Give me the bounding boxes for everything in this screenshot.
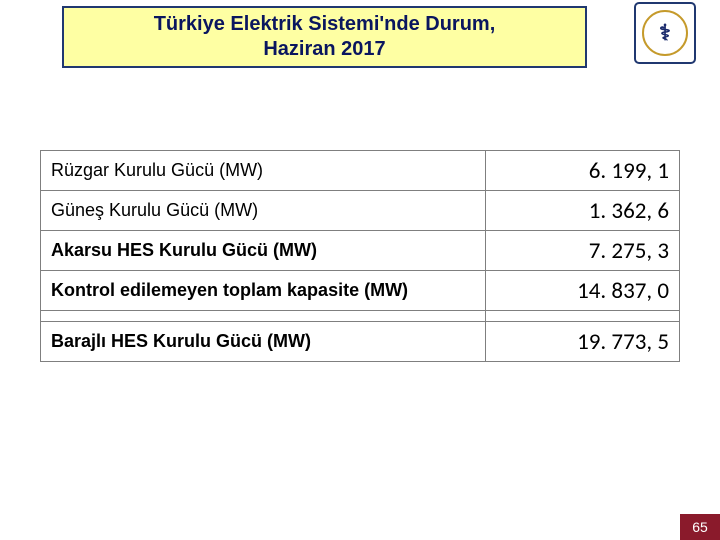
table-row: Barajlı HES Kurulu Gücü (MW) 19. 773, 5 bbox=[40, 321, 680, 362]
title-band: Türkiye Elektrik Sistemi'nde Durum, Hazi… bbox=[62, 6, 587, 68]
row-label: Barajlı HES Kurulu Gücü (MW) bbox=[41, 322, 486, 361]
row-value: 7. 275, 3 bbox=[486, 231, 679, 270]
table-spacer bbox=[40, 310, 680, 322]
row-value: 14. 837, 0 bbox=[486, 271, 679, 310]
row-value: 6. 199, 1 bbox=[486, 151, 679, 190]
page-number-badge: 65 bbox=[680, 514, 720, 540]
table-row: Kontrol edilemeyen toplam kapasite (MW) … bbox=[40, 270, 680, 311]
logo-icon: ⚕ bbox=[642, 10, 688, 56]
row-label: Güneş Kurulu Gücü (MW) bbox=[41, 191, 486, 230]
spacer-cell bbox=[486, 311, 679, 321]
table-row: Güneş Kurulu Gücü (MW) 1. 362, 6 bbox=[40, 190, 680, 231]
row-value: 1. 362, 6 bbox=[486, 191, 679, 230]
organization-logo: ⚕ bbox=[634, 2, 696, 64]
row-value: 19. 773, 5 bbox=[486, 322, 679, 361]
row-label: Kontrol edilemeyen toplam kapasite (MW) bbox=[41, 271, 486, 310]
table-row: Akarsu HES Kurulu Gücü (MW) 7. 275, 3 bbox=[40, 230, 680, 271]
page-number: 65 bbox=[692, 519, 708, 535]
row-label: Rüzgar Kurulu Gücü (MW) bbox=[41, 151, 486, 190]
header: Türkiye Elektrik Sistemi'nde Durum, Hazi… bbox=[0, 0, 720, 78]
row-label: Akarsu HES Kurulu Gücü (MW) bbox=[41, 231, 486, 270]
title-line-2: Haziran 2017 bbox=[263, 37, 385, 62]
title-line-1: Türkiye Elektrik Sistemi'nde Durum, bbox=[154, 12, 496, 37]
table-row: Rüzgar Kurulu Gücü (MW) 6. 199, 1 bbox=[40, 150, 680, 191]
spacer-cell bbox=[41, 311, 486, 321]
capacity-table: Rüzgar Kurulu Gücü (MW) 6. 199, 1 Güneş … bbox=[40, 150, 680, 361]
